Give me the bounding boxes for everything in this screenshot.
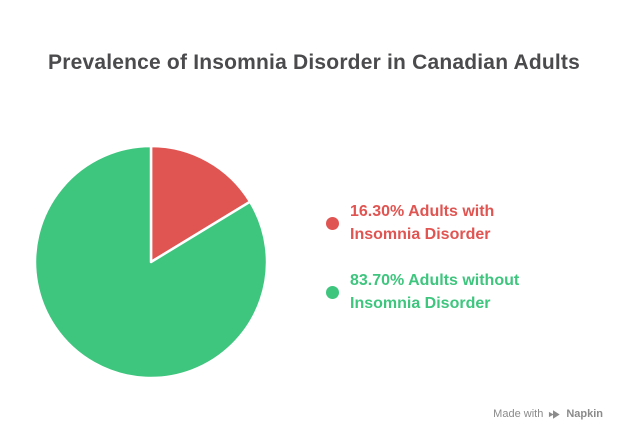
legend-item-with-insomnia: 16.30% Adults with Insomnia Disorder: [324, 200, 519, 246]
watermark-prefix: Made with: [493, 408, 544, 420]
legend-label-line: Insomnia Disorder: [350, 226, 491, 243]
legend-marker-with-insomnia-icon: [324, 214, 341, 232]
legend-label-line: 83.70% Adults without: [350, 272, 520, 289]
watermark: Made with Napkin: [493, 407, 603, 421]
watermark-brand: Napkin: [566, 408, 603, 420]
pie-slice-0: [149, 144, 252, 264]
legend-item-without-insomnia: 83.70% Adults without Insomnia Disorder: [324, 269, 519, 315]
legend-marker-without-insomnia-icon: [324, 283, 341, 301]
legend-label-without-insomnia: 83.70% Adults without Insomnia Disorder: [350, 269, 519, 315]
legend: 16.30% Adults with Insomnia Disorder 83.…: [324, 200, 519, 315]
legend-label-line: 16.30% Adults with: [350, 203, 495, 220]
chart-title: Prevalence of Insomnia Disorder in Canad…: [47, 51, 581, 74]
pie-chart: [33, 144, 269, 380]
legend-label-with-insomnia: 16.30% Adults with Insomnia Disorder: [350, 200, 494, 246]
pie-slice-1: [33, 144, 269, 380]
napkin-logo-icon: [549, 409, 561, 419]
legend-label-line: Insomnia Disorder: [350, 295, 491, 312]
